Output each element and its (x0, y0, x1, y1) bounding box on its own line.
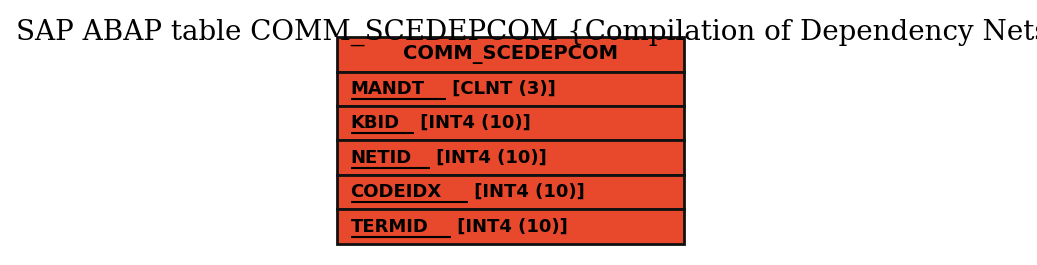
FancyBboxPatch shape (337, 106, 684, 140)
Text: MANDT: MANDT (351, 80, 424, 98)
Text: [CLNT (3)]: [CLNT (3)] (446, 80, 556, 98)
FancyBboxPatch shape (337, 72, 684, 106)
FancyBboxPatch shape (337, 175, 684, 209)
FancyBboxPatch shape (337, 37, 684, 72)
Text: KBID: KBID (351, 114, 399, 132)
Text: TERMID: TERMID (351, 218, 428, 236)
Text: [INT4 (10)]: [INT4 (10)] (469, 183, 585, 201)
Text: [INT4 (10)]: [INT4 (10)] (429, 149, 546, 167)
FancyBboxPatch shape (337, 140, 684, 175)
Text: CODEIDX: CODEIDX (351, 183, 442, 201)
FancyBboxPatch shape (337, 209, 684, 244)
Text: COMM_SCEDEPCOM: COMM_SCEDEPCOM (403, 45, 618, 64)
Text: [INT4 (10)]: [INT4 (10)] (451, 218, 567, 236)
Text: SAP ABAP table COMM_SCEDEPCOM {Compilation of Dependency Nets}: SAP ABAP table COMM_SCEDEPCOM {Compilati… (16, 19, 1037, 46)
Text: [INT4 (10)]: [INT4 (10)] (414, 114, 531, 132)
Text: NETID: NETID (351, 149, 412, 167)
